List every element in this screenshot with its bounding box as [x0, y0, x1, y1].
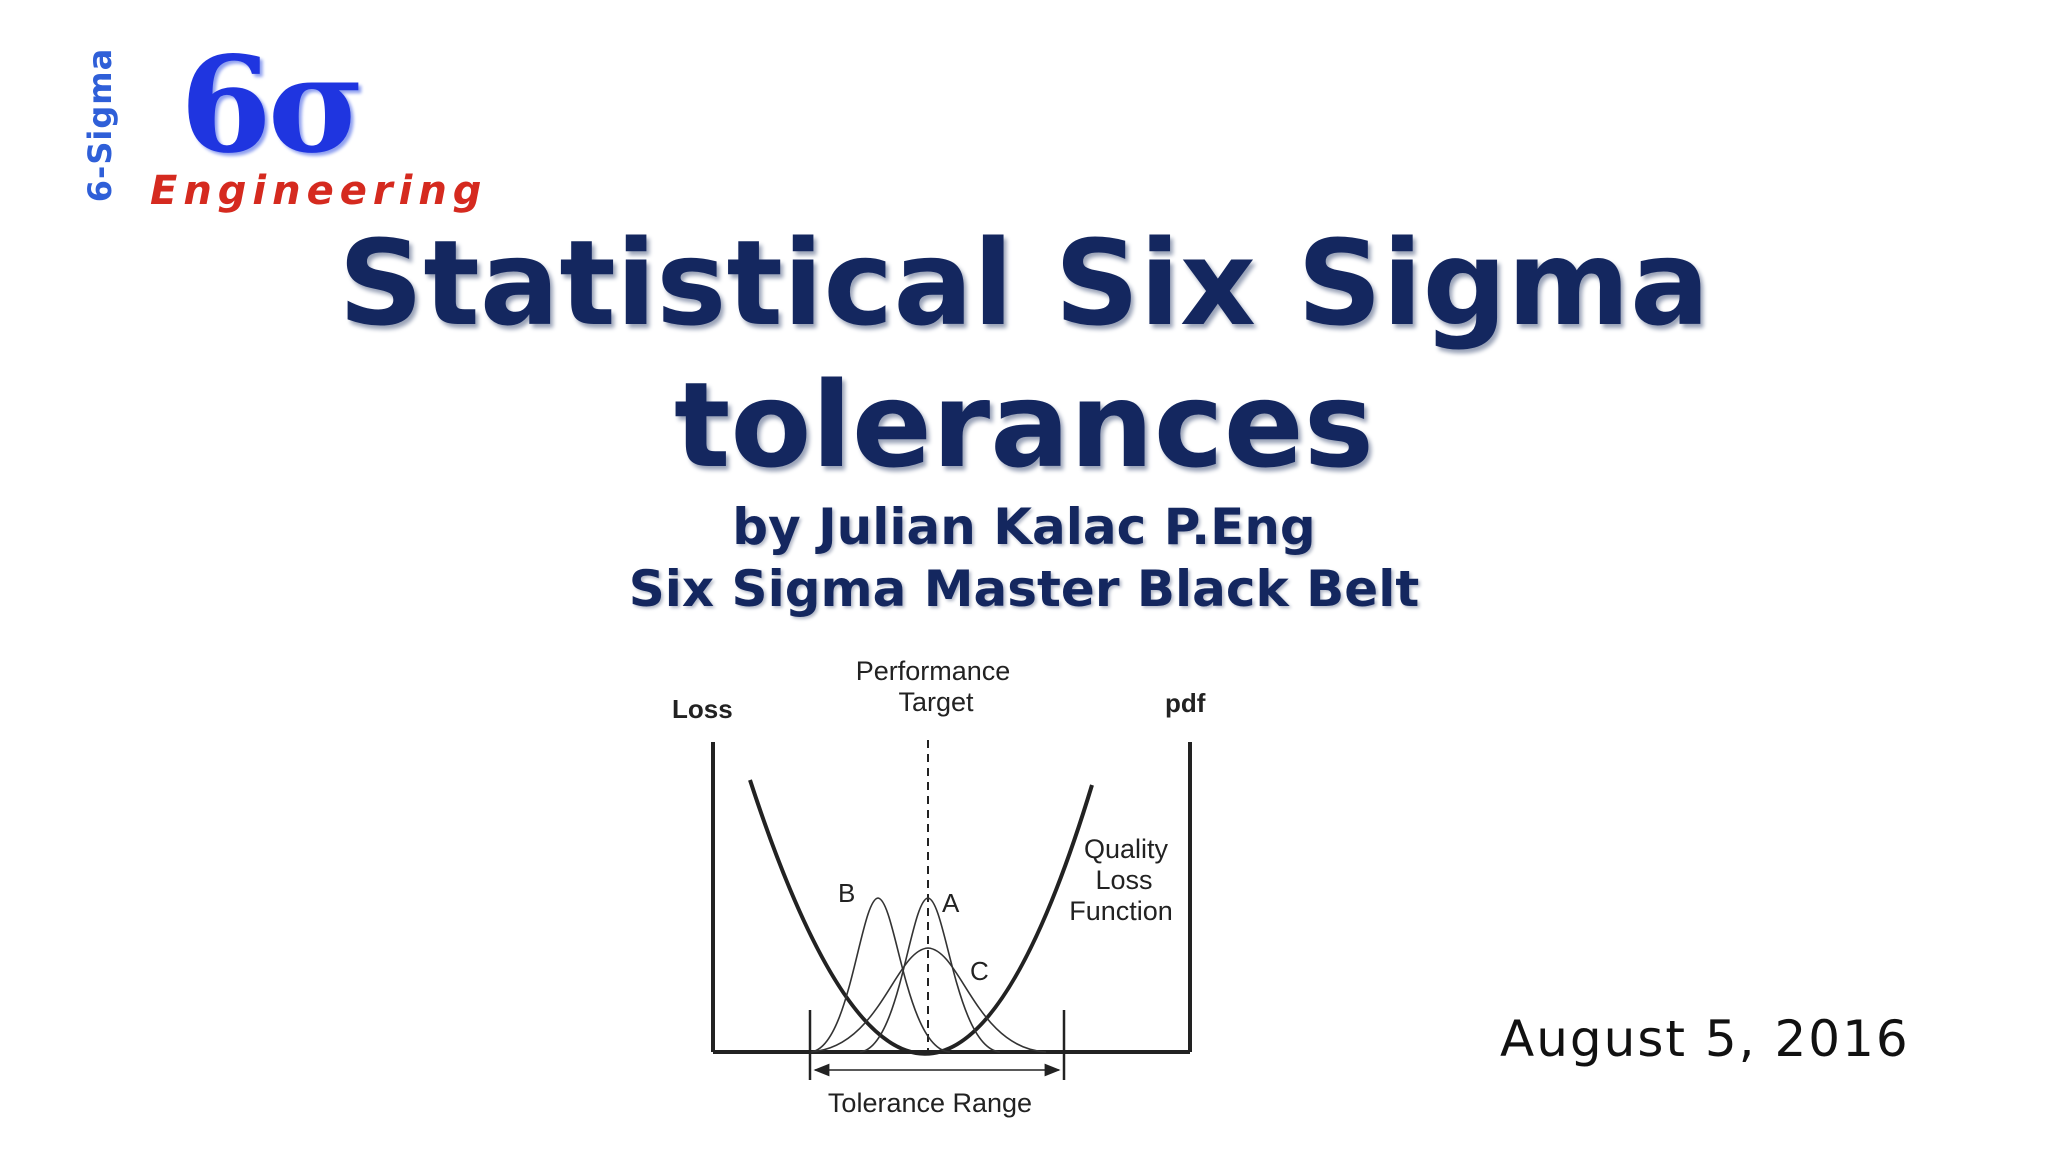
logo-vertical-text: 6-Sigma: [70, 40, 130, 210]
company-logo: 6-Sigma 6σ Engineering: [70, 28, 590, 215]
slide-title-line-2: tolerances: [674, 356, 1374, 494]
quality-loss-diagram: Loss pdf Performance Target Quality Loss…: [660, 650, 1220, 1130]
quality-loss-label-line-3: Function: [1069, 896, 1173, 926]
quality-loss-label-line-1: Quality: [1083, 834, 1169, 864]
author-role-line: Six Sigma Master Black Belt: [628, 560, 1420, 618]
target-label-line-1: Performance: [855, 656, 1011, 686]
distribution-a-curve: [859, 897, 1001, 1053]
logo-wordmark: Engineering: [150, 168, 488, 214]
distribution-c-curve: [809, 947, 1047, 1053]
target-label-line-2: Target: [898, 687, 974, 717]
presentation-date: August 5, 2016: [1500, 1010, 1910, 1068]
quality-loss-diagram-graphic: [711, 740, 1192, 1080]
distribution-c-label: C: [970, 956, 989, 986]
quality-loss-curve: [748, 779, 1094, 1056]
distribution-a-label: A: [942, 888, 960, 918]
pdf-axis-label: pdf: [1165, 688, 1206, 718]
quality-loss-label-line-2: Loss: [1095, 865, 1153, 895]
logo-vertical-label: 6-Sigma: [81, 47, 119, 203]
distribution-b-label: B: [838, 878, 856, 908]
slide-title-line-1: Statistical Six Sigma: [338, 214, 1710, 352]
loss-axis-label: Loss: [672, 694, 733, 724]
author-line: by Julian Kalac P.Eng: [732, 498, 1316, 556]
tolerance-range-label: Tolerance Range: [827, 1088, 1033, 1118]
logo-sigma-symbol: 6σ: [180, 28, 365, 183]
distribution-b-curve: [809, 897, 951, 1053]
